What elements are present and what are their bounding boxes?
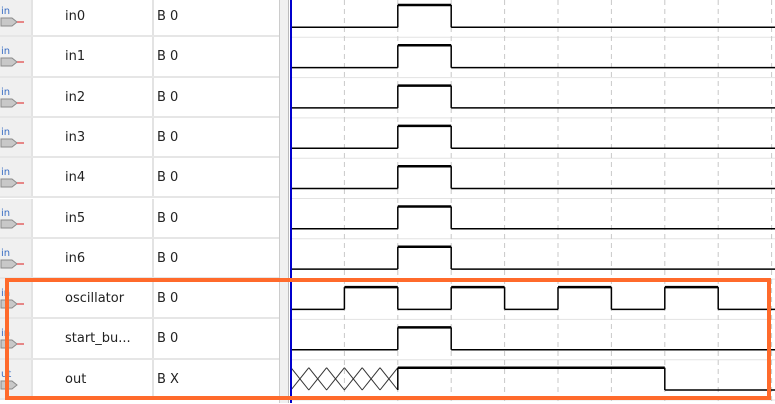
input-pin-icon: in xyxy=(0,319,33,358)
signal-row[interactable]: in in2 B 0 xyxy=(0,77,280,118)
signal-row[interactable]: in in4 B 0 xyxy=(0,158,280,199)
signal-name: in4 xyxy=(65,170,86,186)
svg-text:ut: ut xyxy=(1,369,11,380)
svg-text:in: in xyxy=(1,6,10,17)
signal-list: in in0 B 0 in in1 B 0 in in2 B 0 in xyxy=(0,0,280,403)
signal-value: B 0 xyxy=(152,0,178,36)
input-pin-icon: in xyxy=(0,0,33,36)
signal-name: in0 xyxy=(65,9,86,24)
signal-value: B 0 xyxy=(152,319,178,358)
signal-name: in6 xyxy=(65,250,86,266)
signal-value: B 0 xyxy=(152,117,178,157)
signal-value: B 0 xyxy=(152,238,178,278)
svg-text:in: in xyxy=(1,328,10,339)
signal-name: start_bu... xyxy=(65,331,131,347)
signal-value: B 0 xyxy=(152,158,178,197)
input-pin-icon: in xyxy=(0,117,33,157)
signal-row[interactable]: in in6 B 0 xyxy=(0,238,280,280)
waveform-pane[interactable] xyxy=(290,0,775,403)
signal-value: B 0 xyxy=(152,37,178,76)
signal-name: in2 xyxy=(65,89,86,105)
input-pin-icon: in xyxy=(0,37,33,76)
pane-splitter[interactable] xyxy=(279,0,289,403)
svg-text:in: in xyxy=(1,127,10,138)
input-pin-icon: in xyxy=(0,198,33,237)
signal-value: B X xyxy=(152,359,179,398)
signal-value: B 0 xyxy=(152,77,178,116)
signal-name: oscillator xyxy=(65,291,125,307)
signal-name: in1 xyxy=(65,49,86,65)
signal-row[interactable]: ut out B X xyxy=(0,359,280,400)
signal-row[interactable]: in in1 B 0 xyxy=(0,37,280,78)
signal-name: in5 xyxy=(65,210,86,226)
input-pin-icon: in xyxy=(0,279,33,318)
svg-text:in: in xyxy=(1,46,10,57)
output-pin-icon: ut xyxy=(0,359,33,398)
svg-text:in: in xyxy=(1,288,10,299)
svg-text:in: in xyxy=(1,87,10,98)
input-pin-icon: in xyxy=(0,158,33,197)
input-pin-icon: in xyxy=(0,238,33,278)
signal-row[interactable]: in in3 B 0 xyxy=(0,117,280,159)
signal-name: out xyxy=(65,371,87,387)
signal-row[interactable]: in in0 B 0 xyxy=(0,0,280,38)
signal-row[interactable]: in oscillator B 0 xyxy=(0,279,280,320)
signal-value: B 0 xyxy=(152,279,178,318)
signal-row[interactable]: in start_bu... B 0 xyxy=(0,319,280,360)
signal-row[interactable]: in in5 B 0 xyxy=(0,198,280,239)
svg-text:in: in xyxy=(1,167,10,178)
unknown-value-segment xyxy=(290,367,399,391)
svg-text:in: in xyxy=(1,248,10,259)
signal-name: in3 xyxy=(65,129,86,145)
input-pin-icon: in xyxy=(0,77,33,116)
svg-text:in: in xyxy=(1,208,10,219)
signal-value: B 0 xyxy=(152,198,178,237)
